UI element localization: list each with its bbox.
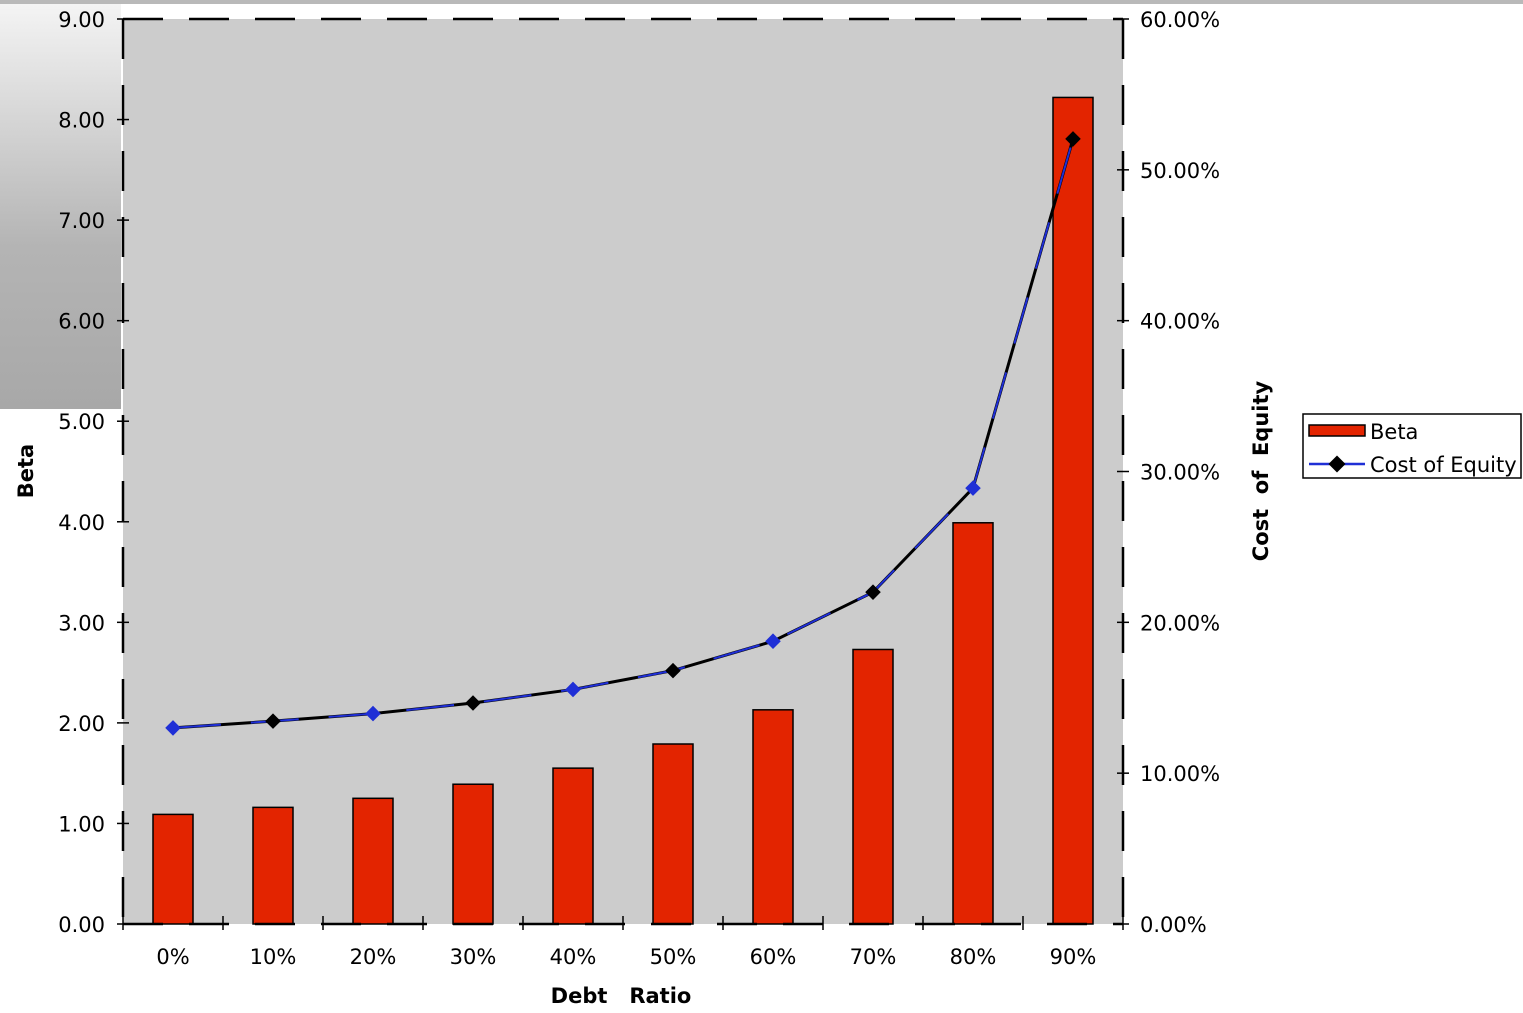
bar-beta-60pct bbox=[752, 709, 794, 925]
y-tick-label: 6.00 bbox=[58, 310, 105, 334]
x-tick-label: 70% bbox=[850, 945, 897, 969]
point-cost-of-equity-90pct bbox=[1065, 131, 1081, 147]
y-tick-label: 9.00 bbox=[58, 8, 105, 32]
x-tick-label: 10% bbox=[250, 945, 297, 969]
x-tick-label: 60% bbox=[750, 945, 797, 969]
bar-beta-90pct bbox=[1052, 96, 1094, 925]
y2-tick-label: 60.00% bbox=[1140, 8, 1220, 32]
x-tick-label: 80% bbox=[950, 945, 997, 969]
point-cost-of-equity-70pct bbox=[865, 584, 881, 600]
bar-beta-30pct bbox=[452, 783, 494, 925]
x-tick-label: 90% bbox=[1050, 945, 1097, 969]
tick-labels: 0.00 1.00 2.00 3.00 4.00 5.00 6.00 7.00 8.00 9.00… bbox=[58, 8, 1220, 969]
bar-beta-70pct bbox=[852, 648, 894, 925]
x-tick-label: 0% bbox=[156, 945, 189, 969]
legend-label-beta: Beta bbox=[1370, 420, 1418, 444]
y-tick-label: 7.00 bbox=[58, 209, 105, 233]
y2-tick-label: 40.00% bbox=[1140, 310, 1220, 334]
x-tick-label: 30% bbox=[450, 945, 497, 969]
x-axis-title: Debt Ratio bbox=[551, 984, 692, 1008]
y2-axis-title: Cost of Equity bbox=[1249, 380, 1273, 561]
legend-swatch-beta bbox=[1308, 424, 1366, 437]
legend: Beta Cost of Equity bbox=[1302, 413, 1522, 479]
bar-beta-40pct bbox=[552, 767, 594, 925]
y2-tick-label: 20.00% bbox=[1140, 611, 1220, 635]
x-tick-label: 40% bbox=[550, 945, 597, 969]
top-rule bbox=[0, 0, 1523, 4]
y-tick-label: 1.00 bbox=[58, 812, 105, 836]
point-cost-of-equity-50pct bbox=[665, 662, 681, 679]
y-tick-label: 2.00 bbox=[58, 712, 105, 736]
y2-tick-label: 50.00% bbox=[1140, 159, 1220, 183]
y2-tick-label: 0.00% bbox=[1140, 913, 1207, 937]
y-tick-label: 0.00 bbox=[58, 913, 105, 937]
point-cost-of-equity-60pct bbox=[765, 633, 781, 649]
y-tick-label: 8.00 bbox=[58, 109, 105, 133]
bar-beta-10pct bbox=[252, 806, 294, 925]
point-cost-of-equity-40pct bbox=[565, 681, 581, 698]
bar-beta-80pct bbox=[952, 522, 994, 925]
y2-tick-label: 30.00% bbox=[1140, 461, 1220, 485]
bar-beta-0pct bbox=[152, 813, 194, 925]
beta-bars bbox=[152, 96, 1094, 925]
x-tick-label: 50% bbox=[650, 945, 697, 969]
y-tick-label: 4.00 bbox=[58, 511, 105, 535]
y-tick-label: 3.00 bbox=[58, 611, 105, 635]
y2-tick-label: 10.00% bbox=[1140, 762, 1220, 786]
axes bbox=[117, 18, 1129, 930]
x-tick-label: 20% bbox=[350, 945, 397, 969]
y-axis-title: Beta bbox=[14, 444, 38, 498]
legend-label-cost-of-equity: Cost of Equity bbox=[1370, 453, 1517, 477]
point-cost-of-equity-0pct bbox=[165, 720, 181, 736]
line-cost-of-equity bbox=[172, 138, 1074, 729]
bar-beta-50pct bbox=[652, 743, 694, 925]
bar-beta-20pct bbox=[352, 797, 394, 925]
left-decor-panel bbox=[0, 4, 121, 409]
y-tick-label: 5.00 bbox=[58, 410, 105, 434]
